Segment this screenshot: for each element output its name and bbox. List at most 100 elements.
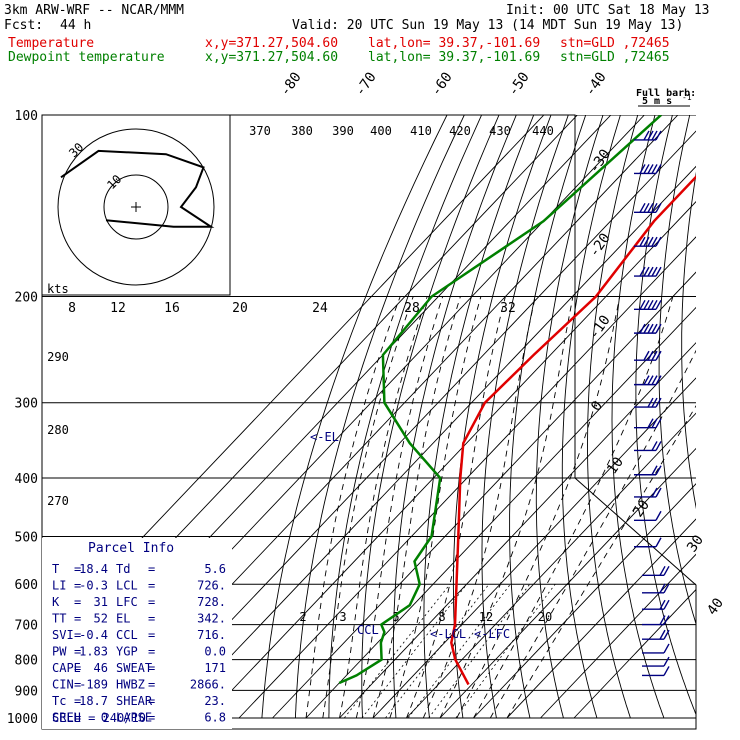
wind-barb-flag — [659, 566, 666, 576]
mixing-ratio-label: 20 — [538, 610, 552, 624]
dry-adiabat — [561, 115, 621, 719]
dewpoint-profile — [338, 115, 662, 685]
wind-barb-flag — [655, 236, 662, 247]
wind-barb-flag — [659, 629, 666, 640]
wind-barb — [634, 299, 662, 310]
parcel-info-eq: = — [148, 562, 155, 576]
legend-temperature-station: stn=GLD ,72465 — [560, 36, 670, 51]
parcel-info-eq: = — [148, 694, 155, 708]
wind-barb-flag — [639, 299, 646, 310]
pressure-label: 500 — [15, 530, 38, 545]
parcel-info-cell: 2866. — [190, 678, 226, 692]
wind-barb — [634, 465, 662, 476]
moist-adiabat — [473, 296, 674, 719]
isotherm-label: -20 — [586, 230, 614, 260]
parcel-info-cell: 1.83 — [79, 645, 108, 659]
wind-barb-flag — [643, 202, 650, 213]
parcel-info-eq: = — [74, 628, 81, 642]
wind-barb-flag — [651, 375, 658, 385]
dry-adiabat — [704, 115, 740, 718]
wind-barb-flag — [643, 236, 650, 247]
wind-barb-flag — [639, 164, 646, 174]
dry-adiabat — [261, 115, 448, 719]
pressure-label: 800 — [15, 654, 38, 669]
wind-barb-flag — [647, 350, 654, 361]
wind-barb-flag — [651, 299, 658, 310]
parcel-info-cell: -0.4 — [79, 628, 108, 642]
dry-adiabat — [294, 115, 465, 719]
wind-barb-flag — [663, 666, 670, 676]
wind-barb-flag — [659, 583, 666, 594]
parcel-info-cell: 342. — [197, 612, 226, 626]
dry-adiabat — [635, 115, 696, 716]
parcel-info-cell: 46 — [94, 661, 108, 675]
isotherm-label: 40 — [704, 595, 727, 618]
wind-barb-flag — [651, 164, 658, 174]
theta-left-label: 270 — [47, 494, 69, 508]
model-title: 3km ARW-WRF -- NCAR/MMM — [4, 3, 185, 18]
theta-label: 410 — [410, 124, 432, 138]
dry-adiabat — [452, 115, 552, 719]
wind-barb-flag — [655, 202, 662, 213]
legend-temperature-latlon: lat,lon= 39.37,-101.69 — [368, 36, 541, 51]
mixing-ratio-line — [385, 583, 490, 719]
wind-barb-flag — [647, 164, 654, 174]
pressure-label: 1000 — [7, 712, 38, 727]
wind-barb-flag — [647, 130, 654, 141]
parcel-info-cell: 23. — [204, 694, 226, 708]
wind-barb-flag — [659, 615, 666, 625]
isotherm-label: 10 — [604, 454, 627, 477]
parcel-info-cell: CAPE — [52, 661, 81, 675]
isotherm-line — [305, 306, 696, 719]
dry-adiabat — [509, 115, 587, 719]
wind-barb — [634, 375, 662, 386]
parcel-info-cell: LAPSE — [116, 711, 152, 725]
hodograph-ring — [57, 128, 215, 286]
wind-barb-flag — [655, 397, 662, 408]
barb-legend-title: Full barb: — [636, 88, 696, 99]
isotherm-label: 0 — [588, 398, 606, 414]
parcel-info-cell: 18.7 — [79, 694, 108, 708]
wind-barb — [634, 164, 662, 175]
isotherm-line — [506, 518, 696, 719]
moist-adiabat — [439, 296, 574, 719]
parcel-info-cell: SWEAT — [116, 661, 152, 675]
valid-time: Valid: 20 UTC Sun 19 May 13 (14 MDT Sun … — [292, 18, 684, 33]
speed-scale-label: 32 — [500, 301, 516, 316]
wind-barb-flag — [655, 164, 662, 174]
parcel-info-eq: = — [74, 661, 81, 675]
hodograph-trace — [60, 149, 215, 228]
mixing-ratio-label: 3 — [339, 610, 346, 624]
moist-adiabat — [406, 296, 506, 719]
legend-temperature-xy: x,y=371.27,504.60 — [205, 36, 339, 51]
parcel-info-eq: = — [148, 612, 155, 626]
parcel-info-eq: = — [74, 711, 81, 725]
wind-barb — [634, 323, 662, 334]
parcel-info-cell: SREH — [52, 711, 81, 725]
wind-barb — [634, 418, 662, 429]
legend-dewpoint-station: stn=GLD ,72465 — [560, 50, 670, 65]
wind-barb — [634, 236, 662, 247]
wind-barb — [634, 266, 662, 277]
wind-barb — [634, 202, 662, 214]
wind-barb — [642, 643, 670, 654]
parcel-info-cell: SVI — [52, 628, 74, 642]
isotherm-label: -10 — [586, 312, 614, 342]
mixing-ratio-line — [343, 583, 451, 719]
pressure-label: 300 — [15, 397, 38, 412]
wind-barb-flag — [651, 236, 658, 247]
dry-adiabat — [361, 115, 500, 718]
parcel-info-eq: = — [148, 711, 155, 725]
wind-barb-flag — [651, 323, 658, 334]
wind-barb-flag — [647, 266, 654, 277]
wind-barb-flag — [647, 299, 654, 310]
wind-barb — [642, 583, 670, 594]
wind-barb-flag — [655, 266, 662, 277]
parcel-info-cell-motion: CELL = 240/10 — [52, 711, 146, 725]
mixing-ratio-line — [455, 583, 556, 719]
parcel-info-cell: K — [52, 595, 60, 609]
dry-adiabat — [535, 115, 604, 719]
pressure-label: 600 — [15, 578, 38, 593]
wind-barb-flag — [655, 487, 662, 498]
pressure-label: 200 — [15, 291, 38, 306]
